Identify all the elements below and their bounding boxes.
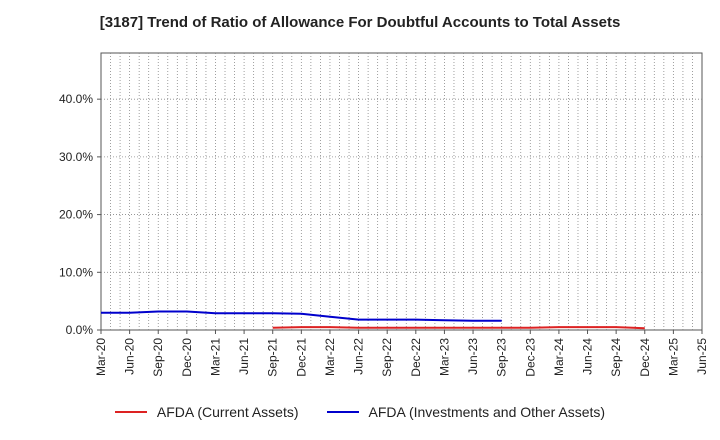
legend: AFDA (Current Assets) AFDA (Investments … (0, 404, 720, 420)
x-tick-label: Jun-21 (237, 338, 251, 375)
line-chart: 0.0% 10.0% 20.0% 30.0% 40.0% Mar-20 Jun-20 Sep-… (59, 52, 709, 377)
legend-item-current-assets: AFDA (Current Assets) (114, 404, 299, 420)
x-tick-label: Dec-23 (523, 338, 537, 377)
x-tick-label: Dec-24 (638, 338, 652, 377)
x-tick-label: Dec-21 (294, 338, 308, 377)
x-tick-label: Dec-22 (409, 338, 423, 377)
x-tick-label: Mar-22 (323, 338, 337, 376)
x-tick-label: Mar-24 (552, 338, 566, 376)
x-tick-label: Jun-22 (352, 338, 366, 375)
x-tick-label: Sep-23 (495, 338, 509, 377)
legend-item-investments: AFDA (Investments and Other Assets) (326, 404, 606, 420)
legend-label-investments: AFDA (Investments and Other Assets) (368, 404, 606, 420)
x-tick-label: Mar-23 (437, 338, 451, 376)
y-tick-label: 10.0% (59, 265, 93, 279)
x-tick-label: Sep-22 (380, 338, 394, 377)
legend-swatch-current-assets (114, 411, 147, 413)
y-tick-label: 0.0% (66, 323, 94, 337)
series-line-0 (272, 326, 645, 330)
legend-label-current-assets: AFDA (Current Assets) (156, 404, 299, 420)
series-line-1 (101, 310, 502, 322)
plot-area (100, 52, 703, 331)
x-tick-label: Jun-20 (123, 338, 137, 375)
y-tick-label: 20.0% (59, 208, 93, 222)
x-tick-label: Mar-25 (666, 338, 680, 376)
legend-swatch-investments (326, 411, 359, 413)
x-tick-label: Mar-21 (208, 338, 222, 376)
x-tick-label: Jun-24 (581, 338, 595, 375)
y-tick-label: 40.0% (59, 92, 93, 106)
chart-title: [3187] Trend of Ratio of Allowance For D… (99, 14, 621, 31)
y-tick-label: 30.0% (59, 150, 93, 164)
x-tick-label: Dec-20 (180, 338, 194, 377)
x-tick-label: Sep-20 (151, 338, 165, 377)
x-tick-label: Jun-25 (695, 338, 709, 375)
x-tick-label: Sep-24 (609, 338, 623, 377)
x-tick-label: Jun-23 (466, 338, 480, 375)
x-tick-label: Sep-21 (266, 338, 280, 377)
x-tick-label: Mar-20 (94, 338, 108, 376)
